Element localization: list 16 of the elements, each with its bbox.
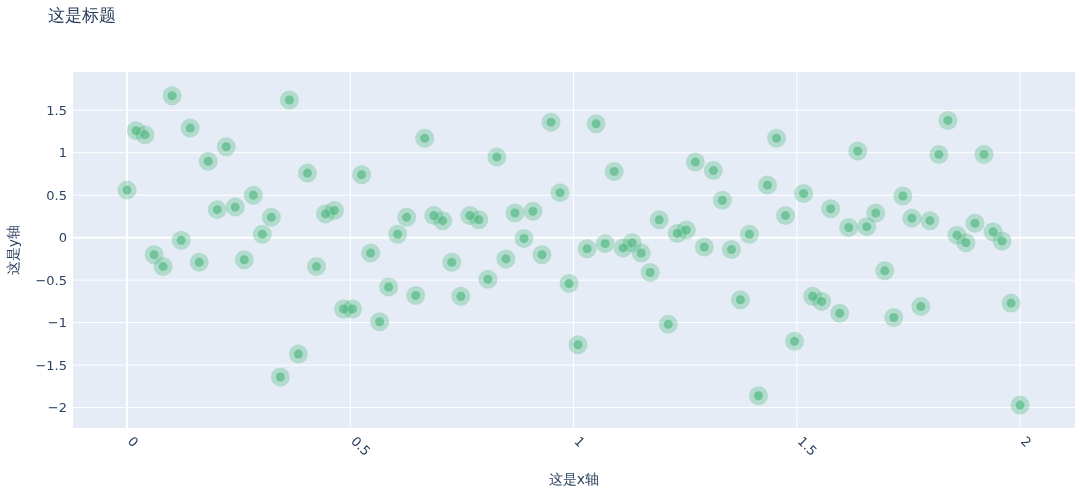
y-tick-label: −1.5	[35, 357, 67, 373]
x-tick-label: 1	[571, 433, 588, 450]
chart-title: 这是标题	[48, 5, 116, 25]
y-tick-label: 1	[58, 145, 67, 161]
y-tick-label: 0	[58, 230, 67, 246]
x-tick-label: 0	[124, 433, 142, 450]
y-tick-label: −0.5	[35, 272, 67, 288]
y-tick-label: 0.5	[46, 187, 67, 203]
y-tick-label: 1.5	[46, 102, 67, 118]
x-tick-label: 1.5	[794, 433, 820, 459]
x-tick-label: 0.5	[348, 433, 374, 459]
y-axis-title: 这是y轴	[5, 224, 21, 276]
y-tick-label: −2	[47, 400, 67, 416]
y-tick-label: −1	[47, 315, 67, 331]
x-tick-label: 2	[1017, 433, 1035, 450]
x-axis-title: 这是x轴	[548, 471, 600, 487]
